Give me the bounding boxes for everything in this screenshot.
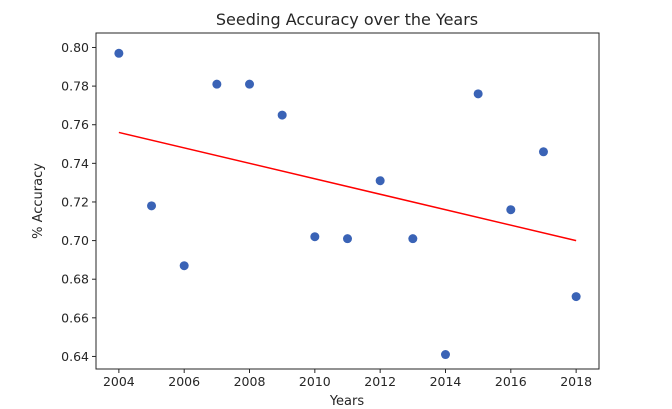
data-point bbox=[571, 292, 581, 302]
data-point bbox=[147, 201, 157, 211]
axis-ticks: 2004 2006 2008 2010 2012 2014 2016 2018 0.64 0.66… bbox=[61, 40, 592, 389]
data-point bbox=[506, 205, 516, 215]
y-tick-label: 0.70 bbox=[61, 233, 89, 248]
x-tick-label: 2016 bbox=[495, 374, 527, 389]
chart-title: Seeding Accuracy over the Years bbox=[216, 10, 478, 29]
data-point bbox=[212, 79, 222, 89]
plot-area-frame bbox=[95, 32, 600, 370]
x-tick-label: 2012 bbox=[364, 374, 396, 389]
y-tick-label: 0.78 bbox=[61, 79, 89, 94]
data-point bbox=[440, 350, 450, 360]
y-axis-label: % Accuracy bbox=[31, 163, 46, 239]
x-tick-label: 2018 bbox=[560, 374, 592, 389]
y-tick-label: 0.76 bbox=[61, 117, 89, 132]
data-marks bbox=[114, 48, 581, 360]
data-point bbox=[114, 48, 124, 58]
data-point bbox=[375, 176, 385, 186]
data-point bbox=[277, 110, 287, 120]
y-tick-label: 0.66 bbox=[61, 310, 89, 325]
y-tick-label: 0.80 bbox=[61, 40, 89, 55]
trend-line bbox=[118, 131, 577, 242]
data-point bbox=[538, 147, 548, 157]
y-tick-label: 0.68 bbox=[61, 272, 89, 287]
x-tick-label: 2014 bbox=[430, 374, 462, 389]
data-point bbox=[179, 261, 189, 271]
x-tick-label: 2008 bbox=[234, 374, 266, 389]
x-tick-label: 2006 bbox=[168, 374, 200, 389]
data-point bbox=[310, 232, 320, 242]
data-point bbox=[473, 89, 483, 99]
y-tick-label: 0.74 bbox=[61, 156, 89, 171]
data-point bbox=[343, 234, 352, 244]
y-tick-label: 0.72 bbox=[61, 194, 89, 209]
data-point bbox=[408, 234, 418, 244]
x-tick-label: 2004 bbox=[103, 374, 135, 389]
y-tick-label: 0.64 bbox=[61, 349, 89, 364]
x-axis-label: Years bbox=[329, 394, 365, 409]
x-tick-label: 2010 bbox=[299, 374, 331, 389]
data-point bbox=[245, 79, 255, 89]
